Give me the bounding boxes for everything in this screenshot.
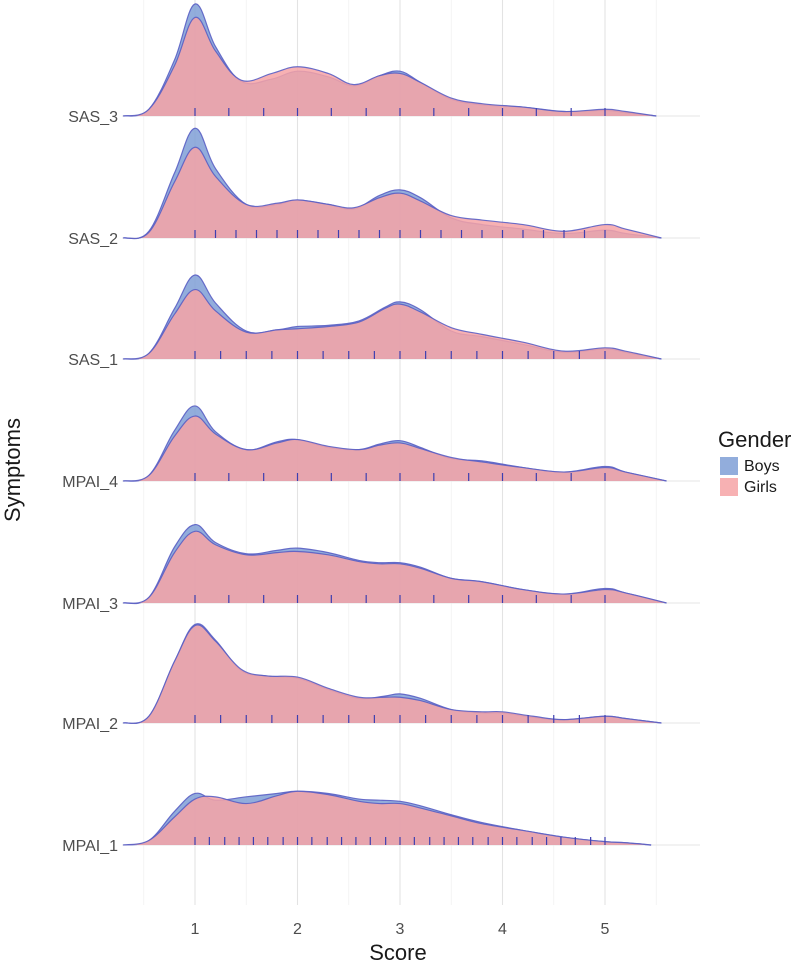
density-area-girls-mpai-1 xyxy=(123,791,652,845)
ridge-sas-3 xyxy=(123,3,657,117)
y-tick-label: SAS_2 xyxy=(68,231,118,248)
ridges-layer xyxy=(123,3,667,846)
density-area-girls-mpai-2 xyxy=(123,624,662,724)
density-area-girls-mpai-4 xyxy=(123,416,667,481)
y-tick-label: MPAI_1 xyxy=(62,838,118,855)
legend-title: Gender xyxy=(718,427,791,452)
x-tick-label: 3 xyxy=(396,921,405,938)
density-area-girls-mpai-3 xyxy=(123,531,667,604)
ridge-mpai-1 xyxy=(123,790,652,846)
y-tick-label: SAS_3 xyxy=(68,109,118,126)
y-tick-label: MPAI_2 xyxy=(62,716,118,733)
ridge-mpai-4 xyxy=(123,405,667,482)
legend-key-girls xyxy=(720,478,738,496)
y-tick-label: MPAI_3 xyxy=(62,596,118,613)
density-line-girls-sas-2 xyxy=(123,146,662,240)
y-axis: SAS_3 SAS_2 SAS_1 MPAI_4 MPAI_3 MPAI_2 MPAI_1 xyxy=(62,109,118,855)
ridge-sas-2 xyxy=(123,127,662,240)
x-tick-label: 2 xyxy=(293,921,302,938)
x-tick-label: 4 xyxy=(498,921,507,938)
density-line-girls-sas-1 xyxy=(123,288,662,360)
density-line-girls-mpai-4 xyxy=(123,415,667,482)
legend-label-girls: Girls xyxy=(744,479,777,496)
legend-key-boys xyxy=(720,457,738,475)
ridge-sas-1 xyxy=(123,274,662,360)
density-line-girls-mpai-1 xyxy=(123,790,652,846)
x-tick-label: 1 xyxy=(191,921,200,938)
density-area-girls-sas-2 xyxy=(123,147,662,239)
x-tick-label: 5 xyxy=(601,921,610,938)
density-line-girls-sas-3 xyxy=(123,16,657,117)
y-tick-label: SAS_1 xyxy=(68,352,118,369)
ridge-mpai-3 xyxy=(123,524,667,605)
y-tick-label: MPAI_4 xyxy=(62,474,118,491)
legend-label-boys: Boys xyxy=(744,458,780,475)
density-area-girls-sas-1 xyxy=(123,289,662,359)
density-line-girls-mpai-3 xyxy=(123,530,667,604)
x-axis-title: Score xyxy=(369,940,426,963)
ridge-mpai-2 xyxy=(123,623,662,724)
y-axis-title: Symptoms xyxy=(0,418,25,522)
x-axis: 1 2 3 4 5 xyxy=(191,921,610,938)
density-area-girls-sas-3 xyxy=(123,17,657,117)
legend: Gender Boys Girls xyxy=(718,427,791,496)
